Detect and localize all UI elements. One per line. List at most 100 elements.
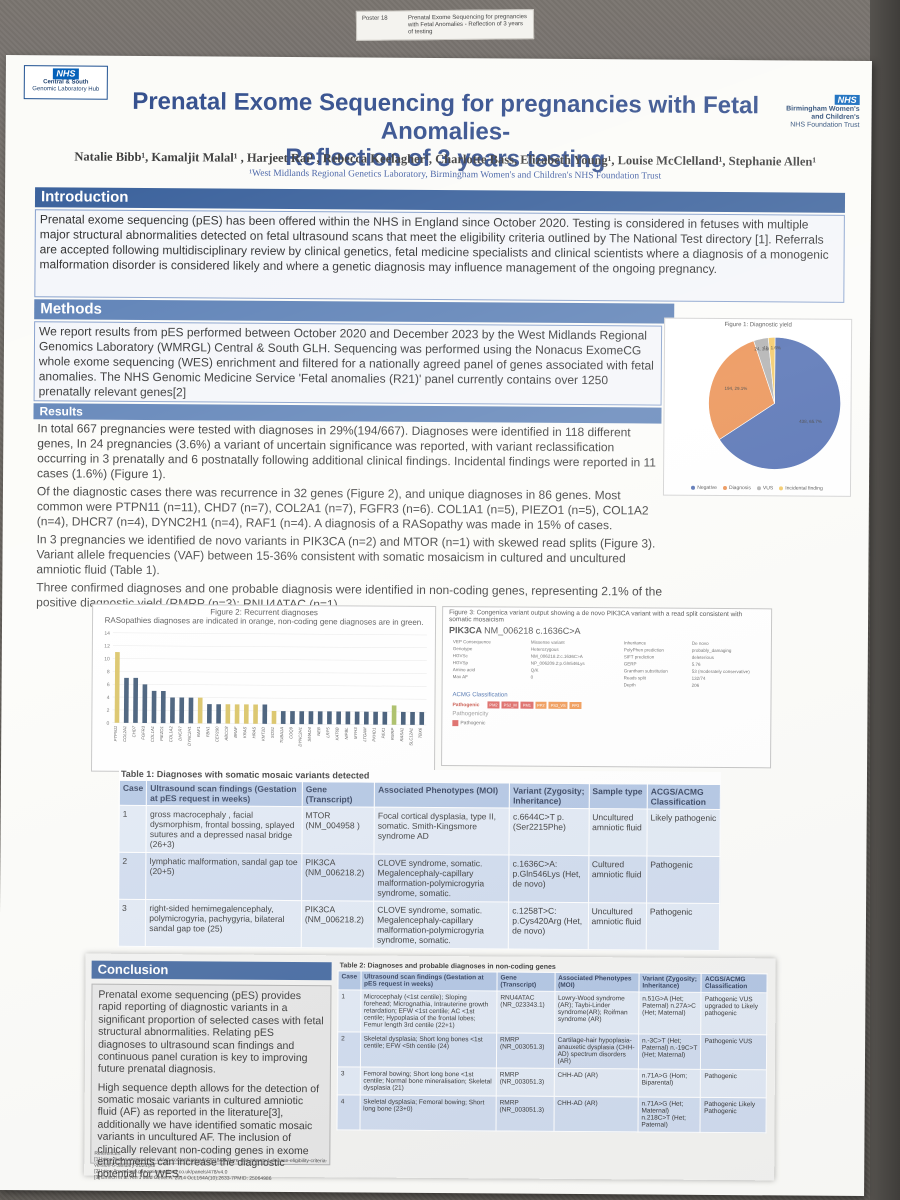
table-header-cell: Variant (Zygosity; Inheritance) xyxy=(638,972,702,993)
x-tick-label: KRAS xyxy=(242,727,247,739)
table-cell: Likely pathogenic xyxy=(646,808,721,857)
table-row: 1 gross macrocephaly , facial dysmorphism… xyxy=(118,805,721,857)
detail-key: Amino acid xyxy=(452,667,476,673)
bar-rmrp xyxy=(391,705,397,726)
table-cell: 1 xyxy=(337,989,361,1032)
detail-key: Grantham substitution xyxy=(623,668,668,674)
x-tick-label: COQ9 xyxy=(288,727,293,740)
acmg-chips: PM2 PS2_M PM1 PP2 PS3_VS PP3 xyxy=(487,701,582,710)
table-cell: CHH-AD (AR) xyxy=(553,1096,639,1132)
legend-item: Incidental finding xyxy=(779,485,823,492)
bar-dync2h1 xyxy=(299,711,305,725)
detail-key: PolyPhen prediction xyxy=(623,647,664,653)
x-tick-label: SOS1 xyxy=(270,727,275,738)
bar-slc12a1 xyxy=(410,712,415,726)
detail-key: SIFT prediction xyxy=(623,654,655,660)
x-tick-label: LTGAM xyxy=(362,727,367,742)
figure1-panel: Figure 1: Diagnostic yield 438, 65.7% 194… xyxy=(662,317,853,497)
x-tick-label: RMRP xyxy=(390,728,395,741)
y-tick-label: 6 xyxy=(107,683,110,689)
y-tick-label: 12 xyxy=(104,644,110,650)
table-cell: PIK3CA (NM_006218.2) xyxy=(301,900,374,949)
x-tick-label: RAF1 xyxy=(196,727,201,738)
bar-smad4 xyxy=(308,711,314,725)
x-tick-label: MYH3 xyxy=(353,727,358,739)
gridline xyxy=(112,658,427,662)
table1: Table 1: Diagnoses with somatic mosaic v… xyxy=(117,767,722,952)
table-header-cell: Associated Phenotypes (MOI) xyxy=(554,972,639,992)
table-cell: 4 xyxy=(337,1094,360,1130)
table-cell: lymphatic malformation, sandal gap toe (… xyxy=(145,852,302,901)
bar-fbn1 xyxy=(206,704,212,724)
table-cell: gross macrocephaly , facial dysmorphism,… xyxy=(146,805,303,854)
legend-item: Negative xyxy=(691,485,717,491)
figure3-caption: Figure 3: Congenica variant output showi… xyxy=(449,609,743,624)
introduction-heading: Introduction xyxy=(34,187,846,213)
acmg-chip: PP2 xyxy=(534,701,547,709)
pie-label: 24, 3.6% xyxy=(754,346,772,351)
table-cell: Cultured amniotic fluid xyxy=(588,855,647,903)
table-cell: n.-3C>T (Het; Paternal) n.-19C>T (Het; M… xyxy=(638,1033,702,1070)
logo-right-line1: Birmingham Women's xyxy=(786,105,860,114)
acmg-chip: PP3 xyxy=(569,701,582,710)
results-p2: Of the diagnostic cases there was recurr… xyxy=(36,484,649,533)
bar-dync2h1 xyxy=(188,697,194,724)
x-tick-label: CHD7 xyxy=(131,726,136,738)
x-tick-label: HRAS xyxy=(251,727,256,739)
table-cell: right-sided hemimegalencephaly, polymicr… xyxy=(145,899,302,948)
table-header-cell: Case xyxy=(119,780,147,806)
legend-item: VUS xyxy=(756,485,773,491)
table-cell: CLOVE syndrome, somatic. Megalencephaly-… xyxy=(373,854,510,903)
pie-legend: Negative Diagnosis VUS Incidental finding xyxy=(664,485,850,492)
table-cell: 3 xyxy=(337,1066,360,1095)
x-tick-label: PTPN11 xyxy=(113,726,118,742)
gridline xyxy=(112,632,427,636)
legend-item: Diagnosis xyxy=(722,485,751,491)
table-cell: 1 xyxy=(118,805,147,853)
table-row: 2 Skeletal dysplasia; Short long bones <1… xyxy=(337,1031,767,1070)
acmg-chip: PM1 xyxy=(520,701,534,709)
figure2-subtitle: RASopathies diagnoses are indicated in o… xyxy=(104,615,424,628)
x-tick-label: NEB xyxy=(316,727,321,736)
bar-coq9 xyxy=(290,711,295,725)
table-row: 3 Femoral bowing; Short long bone <1st ce… xyxy=(337,1066,767,1098)
gridline xyxy=(112,645,427,649)
detail-key: GERP xyxy=(623,661,637,667)
bar-piezo1 xyxy=(160,691,166,724)
figure3-panel: Figure 3: Congenica variant output showi… xyxy=(441,606,773,769)
x-tick-label: TBX6 xyxy=(418,728,423,739)
x-tick-label: DYNC2H1 xyxy=(297,727,302,747)
table2: Table 2: Diagnoses and probable diagnose… xyxy=(337,961,770,1133)
bar-fgfr3 xyxy=(142,684,148,724)
table-cell: CLOVE syndrome, somatic. Megalencephaly-… xyxy=(373,901,509,950)
methods-text: We report results from pES performed bet… xyxy=(33,321,663,406)
table-header-cell: Ultrasound scan findings (Gestation at p… xyxy=(360,970,498,991)
detail-value: 5.76 xyxy=(691,661,701,667)
bar-abcc8 xyxy=(225,704,231,724)
detail-key xyxy=(453,681,523,686)
methods-paragraph: We report results from pES performed bet… xyxy=(38,324,654,400)
bar-chd7 xyxy=(133,678,139,724)
x-tick-label: BRAF xyxy=(233,727,238,739)
detail-key: Depth xyxy=(623,682,636,688)
gridline xyxy=(112,684,427,688)
legend-label: Negative xyxy=(697,484,717,491)
x-tick-label: KMT2D xyxy=(261,727,266,741)
figure3-gene: PIK3CA xyxy=(448,625,482,636)
table-cell: CHH-AD (AR) xyxy=(553,1068,639,1097)
bar-kmt2d xyxy=(262,704,268,725)
detail-key: Inheritance xyxy=(623,640,647,646)
table-cell: 2 xyxy=(118,852,147,900)
acmg-chip: PS3_VS xyxy=(548,701,568,709)
x-tick-label: DYNC2H1 xyxy=(187,727,192,747)
y-tick-label: 0 xyxy=(107,721,110,727)
table-header-cell: ACGS/ACMG Classification xyxy=(647,783,721,810)
bar-col1a2 xyxy=(170,697,175,724)
table-cell: Pathogenic xyxy=(700,1069,767,1098)
nhs-badge-left: NHS xyxy=(53,68,79,80)
table-cell: n.71A>G (Hom; Biparental) xyxy=(638,1068,701,1098)
table-header-cell: Variant (Zygosity; Inheritance) xyxy=(509,783,590,809)
detail-value: Heterozygous xyxy=(530,646,559,652)
methods-heading: Methods xyxy=(34,299,675,324)
conclusion-p1: Prenatal exome sequencing (pES) provides… xyxy=(97,988,324,1076)
